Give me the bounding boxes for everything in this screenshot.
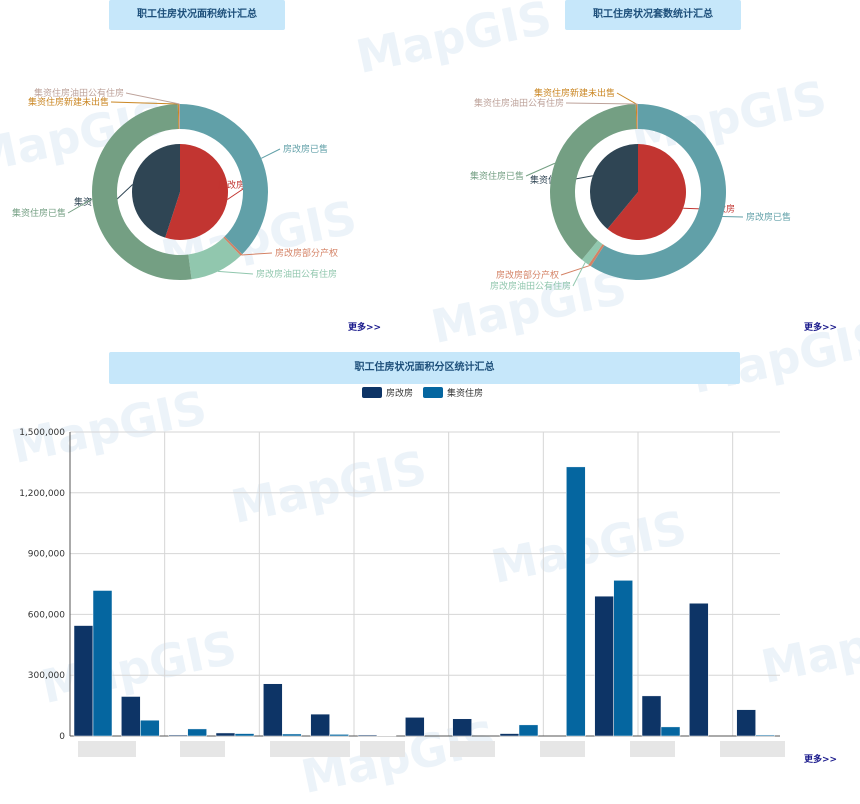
label-line	[617, 93, 636, 104]
bar[interactable]	[661, 727, 680, 736]
bar[interactable]	[756, 735, 775, 736]
bar-legend: 房改房 集资住房	[362, 386, 483, 399]
label-line	[566, 103, 637, 104]
bar[interactable]	[566, 467, 585, 736]
bar[interactable]	[614, 580, 633, 736]
more-link-count[interactable]: 更多>>	[804, 320, 837, 333]
outer-slice-label: 房改房部分产权	[496, 269, 559, 281]
y-tick-label: 0	[59, 732, 65, 742]
bar[interactable]	[358, 735, 377, 736]
label-line	[218, 271, 253, 274]
label-line	[111, 102, 178, 104]
outer-slice-label: 集资住房油田公有住房	[34, 87, 124, 99]
redacted-category-label	[360, 741, 405, 757]
more-link-district[interactable]: 更多>>	[804, 752, 837, 765]
outer-slice-label: 房改房油田公有住房	[256, 268, 337, 280]
y-tick-label: 600,000	[28, 610, 65, 620]
redacted-category-label	[540, 741, 585, 757]
bar[interactable]	[595, 596, 614, 736]
bar[interactable]	[282, 734, 301, 736]
label-line	[241, 253, 272, 255]
bar[interactable]	[74, 626, 93, 736]
redacted-category-label	[78, 741, 136, 757]
redacted-category-label	[720, 741, 785, 757]
more-link-area[interactable]: 更多>>	[348, 320, 381, 333]
label-line	[573, 262, 585, 286]
bar[interactable]	[140, 720, 159, 736]
legend-swatch	[362, 387, 382, 398]
bar[interactable]	[500, 734, 519, 736]
count-pie-chart: 房改房集资住房房改房已售房改房部分产权房改房油田公有住房集资住房已售集资住房新建…	[430, 60, 860, 320]
redacted-category-label	[450, 741, 495, 757]
area-chart-title: 职工住房状况面积统计汇总	[109, 0, 285, 30]
label-line	[261, 149, 280, 158]
outer-slice-label: 房改房油田公有住房	[490, 280, 571, 292]
outer-slice-label: 集资住房已售	[12, 207, 66, 219]
district-bar-chart: 0 300,000 600,000 900,000 1,200,000 1,500,000	[0, 420, 800, 765]
district-chart-title: 职工住房状况面积分区统计汇总	[109, 352, 740, 384]
legend-item-series1[interactable]: 房改房	[362, 386, 413, 399]
bar[interactable]	[169, 735, 188, 736]
outer-slice-label: 房改房已售	[746, 211, 791, 223]
bar[interactable]	[121, 696, 140, 736]
legend-label: 集资住房	[447, 386, 483, 399]
legend-label: 房改房	[386, 386, 413, 399]
inner-slice-label: 房改房	[218, 179, 245, 191]
redacted-category-label	[270, 741, 350, 757]
bar[interactable]	[216, 733, 235, 736]
y-tick-label: 1,200,000	[19, 489, 65, 499]
bar[interactable]	[405, 717, 424, 736]
bar[interactable]	[263, 684, 282, 736]
bar[interactable]	[453, 719, 472, 736]
bar[interactable]	[519, 725, 538, 736]
bar[interactable]	[642, 696, 661, 736]
bar[interactable]	[93, 590, 112, 736]
outer-slice-label: 房改房已售	[283, 143, 328, 155]
redacted-category-label	[180, 741, 225, 757]
outer-slice-label: 房改房部分产权	[275, 247, 338, 259]
area-pie-chart: 房改房集资住房房改房已售房改房部分产权房改房油田公有住房集资住房已售集资住房新建…	[0, 60, 430, 320]
label-line	[526, 163, 555, 176]
legend-item-series2[interactable]: 集资住房	[423, 386, 483, 399]
y-tick-label: 900,000	[28, 550, 65, 560]
outer-slice-label: 集资住房新建未出售	[534, 87, 615, 99]
count-chart-title: 职工住房状况套数统计汇总	[565, 0, 741, 30]
bar[interactable]	[188, 729, 207, 736]
outer-slice-label: 集资住房油田公有住房	[474, 97, 564, 109]
outer-slice-label: 集资住房已售	[470, 170, 524, 182]
bar[interactable]	[311, 714, 330, 736]
bar[interactable]	[689, 603, 708, 736]
bar[interactable]	[235, 734, 254, 736]
label-line	[561, 266, 590, 275]
legend-swatch	[423, 387, 443, 398]
bar[interactable]	[330, 734, 349, 736]
bar[interactable]	[737, 710, 756, 736]
redacted-category-label	[630, 741, 675, 757]
y-tick-label: 300,000	[28, 671, 65, 681]
y-tick-label: 1,500,000	[19, 428, 65, 438]
